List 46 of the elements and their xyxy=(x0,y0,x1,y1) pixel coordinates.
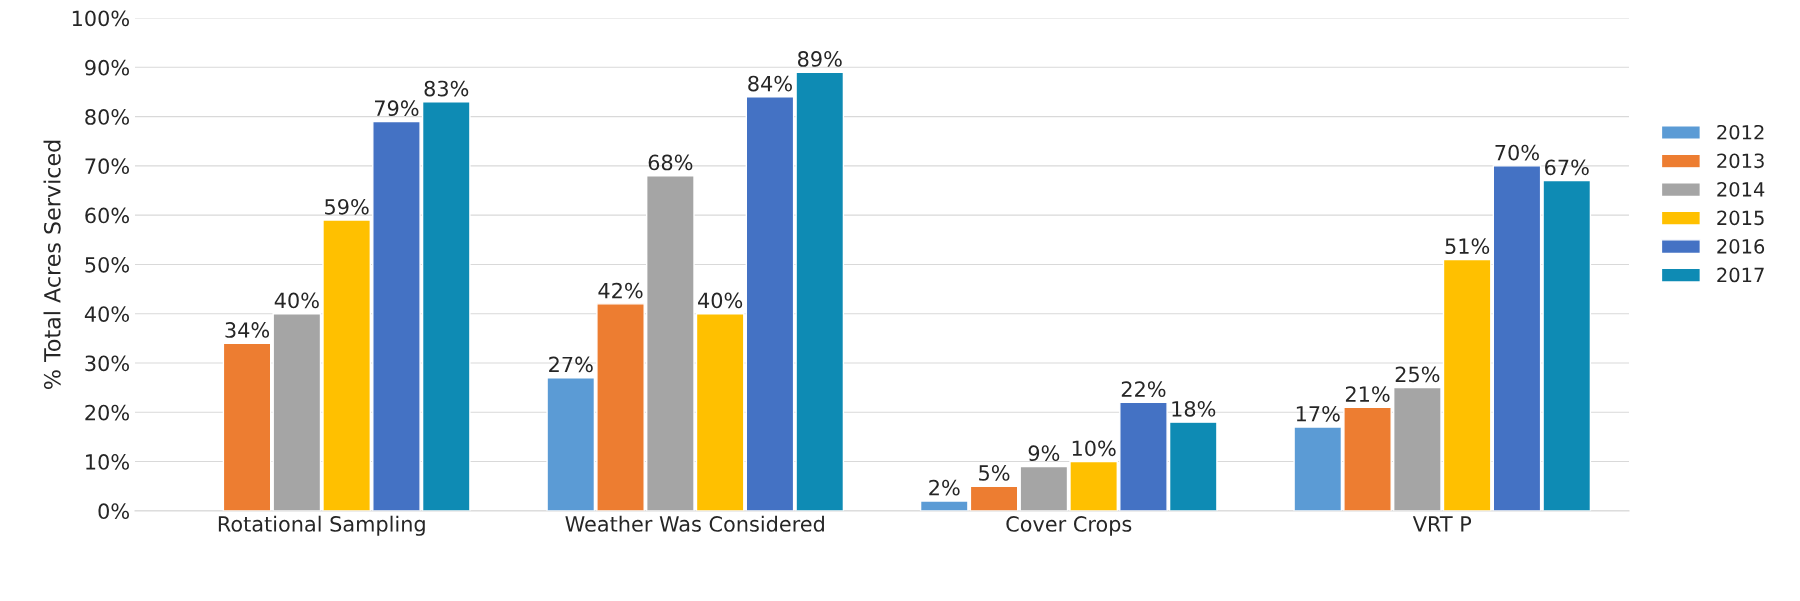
data-label: 68% xyxy=(648,154,693,171)
legend-label: 2014 xyxy=(1717,181,1765,197)
data-label: 40% xyxy=(698,292,743,309)
data-label: 67% xyxy=(1545,159,1589,176)
y-tick-label: 90% xyxy=(85,59,129,76)
data-label: 10% xyxy=(1072,440,1116,457)
y-tick-label: 0% xyxy=(98,503,129,520)
data-label: 42% xyxy=(598,282,643,299)
legend-label: 2013 xyxy=(1717,153,1764,169)
y-tick-label: 80% xyxy=(85,109,129,125)
y-tick-label: 70% xyxy=(85,158,129,175)
data-label: 79% xyxy=(375,100,419,117)
y-tick-label: 100% xyxy=(72,10,129,27)
data-label: 9% xyxy=(1028,445,1060,462)
data-label: 22% xyxy=(1121,381,1166,397)
data-label: 70% xyxy=(1495,144,1539,161)
data-label: 21% xyxy=(1345,386,1390,402)
data-label: 84% xyxy=(748,75,792,92)
y-tick-label: 10% xyxy=(86,454,129,470)
data-label: 5% xyxy=(979,465,1010,481)
data-label: 25% xyxy=(1395,366,1440,383)
data-label: 40% xyxy=(274,292,319,309)
y-tick-label: 30% xyxy=(85,355,129,372)
bar xyxy=(222,342,272,511)
x-tick-label: VRT P xyxy=(1412,516,1472,532)
x-tick-label: Weather Was Considered xyxy=(565,515,824,532)
x-tick-label: Rotational Sampling xyxy=(218,515,425,536)
x-tick-label: Cover Crops xyxy=(1006,516,1132,536)
legend-label: 2015 xyxy=(1717,210,1764,226)
data-label: 27% xyxy=(549,356,593,373)
y-tick-label: 50% xyxy=(85,256,129,273)
data-label: 34% xyxy=(225,322,270,338)
y-tick-label: 60% xyxy=(85,207,129,224)
data-label: 83% xyxy=(424,80,469,97)
data-label: 2% xyxy=(929,479,960,496)
data-label: 18% xyxy=(1172,400,1216,417)
data-label: 89% xyxy=(798,51,842,67)
y-tick-label: 20% xyxy=(85,404,129,421)
data-label: 59% xyxy=(325,198,369,215)
y-axis-title: % Total Acres Serviced xyxy=(43,140,61,389)
data-label: 51% xyxy=(1445,238,1490,255)
legend-label: 2017 xyxy=(1717,267,1764,283)
y-tick-label: 40% xyxy=(84,306,129,322)
data-label: 17% xyxy=(1296,405,1340,422)
legend-label: 2012 xyxy=(1717,124,1764,140)
legend-label: 2016 xyxy=(1717,239,1765,254)
